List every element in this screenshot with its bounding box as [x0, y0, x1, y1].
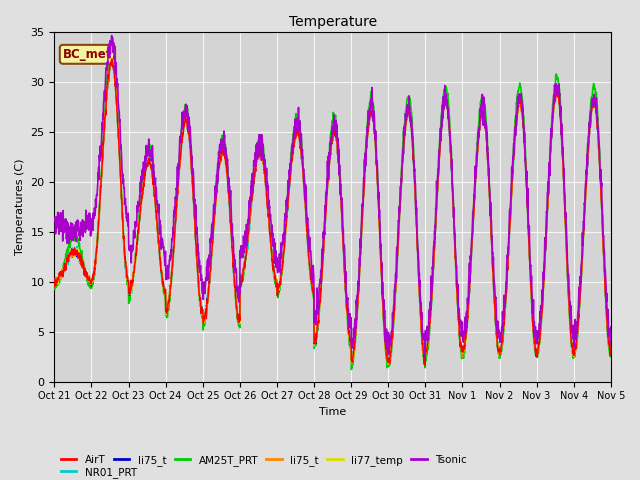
Text: BC_met: BC_met	[63, 48, 112, 61]
Y-axis label: Temperatures (C): Temperatures (C)	[15, 158, 25, 255]
Title: Temperature: Temperature	[289, 15, 377, 29]
Legend: NR01_PRT: NR01_PRT	[56, 463, 141, 480]
Legend: AirT, li75_t, AM25T_PRT, li75_t, li77_temp, Tsonic: AirT, li75_t, AM25T_PRT, li75_t, li77_te…	[56, 451, 471, 470]
X-axis label: Time: Time	[319, 407, 346, 417]
